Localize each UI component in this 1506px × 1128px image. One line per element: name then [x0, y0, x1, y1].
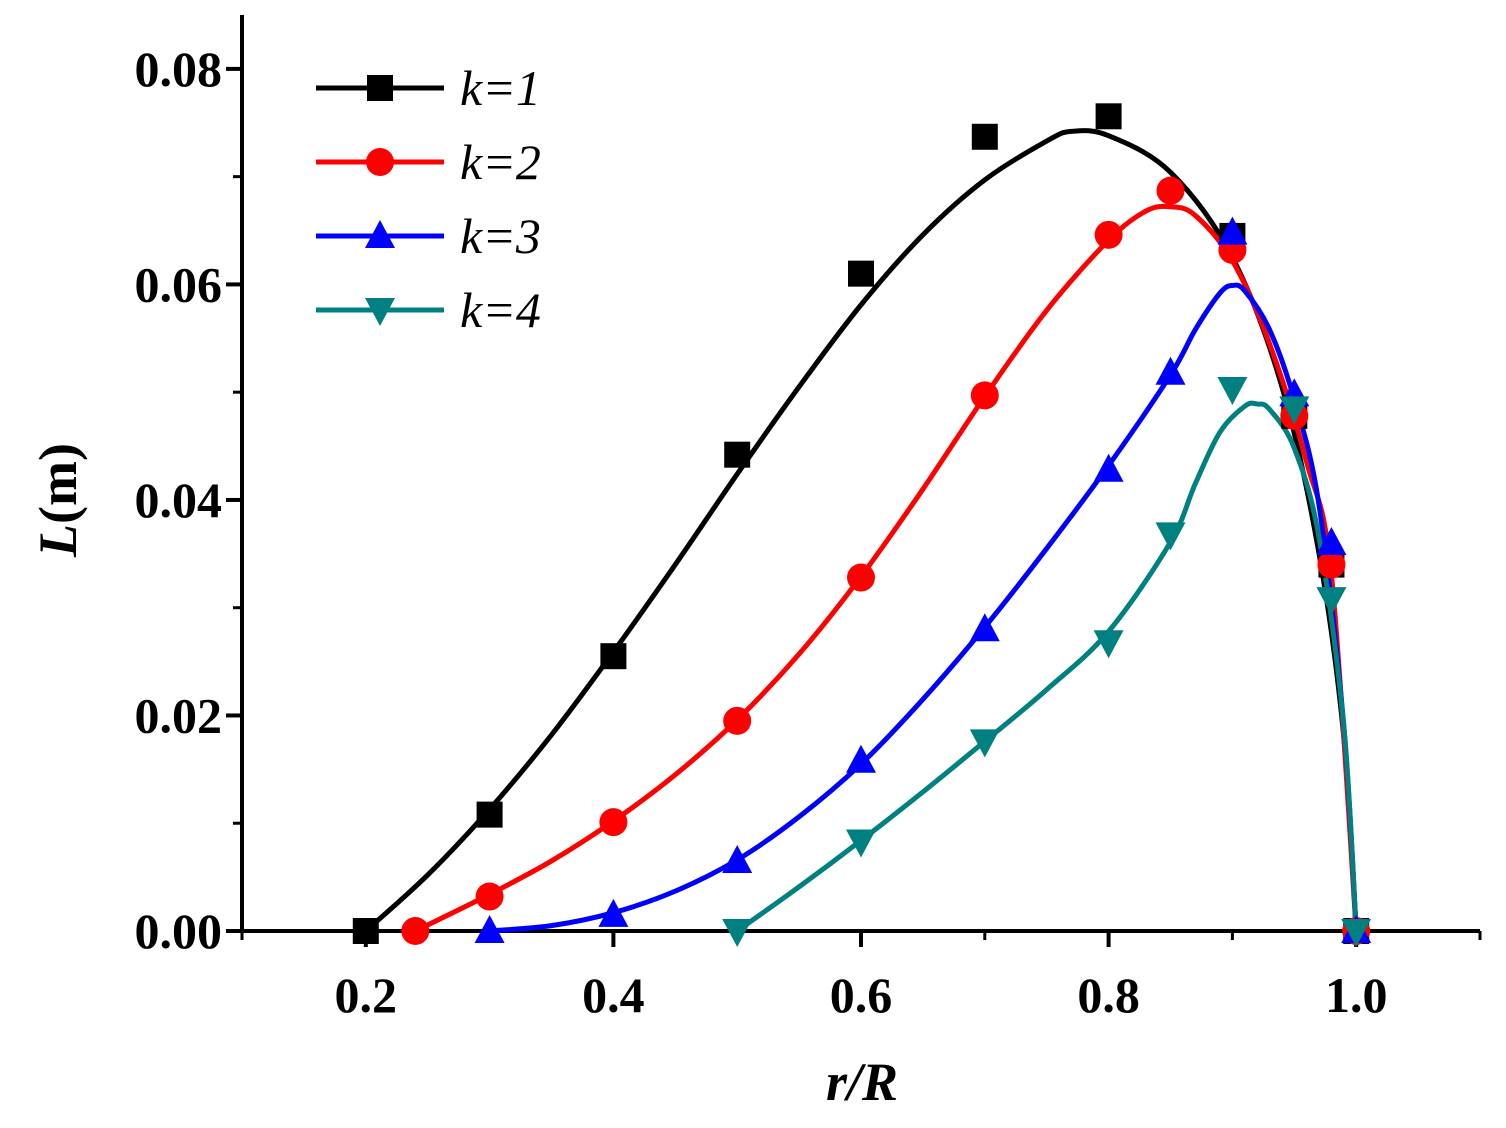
data-point	[970, 381, 999, 410]
data-point	[969, 729, 1000, 758]
series-layer	[352, 103, 1372, 947]
data-point	[848, 260, 874, 287]
data-point	[722, 919, 753, 947]
y-tick-label: 0.06	[135, 256, 223, 312]
series-markers-k4	[722, 376, 1372, 947]
legend-label: k=3	[460, 208, 541, 264]
data-point	[1317, 550, 1346, 579]
legend-label: k=2	[460, 134, 541, 190]
x-tick-label: 0.6	[830, 967, 893, 1023]
data-point	[600, 643, 627, 670]
legend-marker	[367, 75, 393, 101]
series-k2	[414, 203, 1359, 934]
data-point	[1094, 220, 1123, 249]
legend-marker	[365, 220, 395, 248]
data-point	[1217, 376, 1248, 405]
data-point	[1316, 587, 1347, 616]
data-point	[969, 613, 1000, 642]
legend-label: k=1	[460, 60, 541, 116]
axes: 0.2 0.4 0.6 0.8 1.0 0.00 0.02 0.04 0.06 0.08	[135, 15, 1482, 1023]
data-point	[401, 917, 430, 945]
x-tick-label: 0.8	[1077, 967, 1140, 1023]
legend-item: k=2	[316, 134, 541, 190]
x-tick-label: 1.0	[1325, 967, 1388, 1023]
data-point	[599, 808, 628, 837]
y-tick-label: 0.08	[135, 41, 223, 97]
data-point	[723, 706, 752, 735]
data-point	[1279, 396, 1310, 425]
data-point	[1155, 522, 1186, 551]
data-point	[1341, 919, 1372, 947]
x-tick-label: 0.2	[335, 967, 398, 1023]
data-point	[846, 829, 876, 858]
legend-item: k=1	[316, 60, 541, 116]
legend: k=1 k=2 k=3 k=4	[316, 60, 541, 338]
series-markers-k2	[401, 176, 1371, 945]
legend-label: k=4	[460, 282, 541, 338]
data-point	[847, 563, 875, 592]
data-point	[724, 441, 751, 468]
legend-marker	[366, 148, 394, 176]
data-point	[1316, 527, 1347, 556]
x-tick-label: 0.4	[582, 967, 645, 1023]
y-axis-title: L(m)	[28, 443, 88, 558]
data-point	[1156, 176, 1185, 205]
data-point	[476, 801, 503, 828]
legend-item: k=4	[316, 282, 541, 338]
legend-item: k=3	[316, 208, 541, 264]
data-point	[722, 844, 753, 873]
data-point	[1095, 103, 1122, 130]
data-point	[846, 744, 876, 773]
data-point	[1093, 630, 1124, 659]
y-axis-title-unit: (m)	[28, 443, 88, 524]
y-tick-label: 0.02	[135, 687, 223, 743]
data-point	[475, 882, 504, 911]
data-point	[971, 123, 998, 150]
series-k4	[735, 400, 1359, 934]
series-line	[735, 400, 1359, 934]
legend-marker	[365, 298, 395, 326]
data-point	[598, 898, 629, 927]
data-point	[1155, 356, 1186, 385]
y-tick-label: 0.00	[135, 903, 223, 959]
data-point	[352, 918, 379, 944]
data-point	[1093, 453, 1124, 482]
data-point	[1217, 216, 1248, 245]
y-axis-title-var: L	[28, 524, 88, 558]
data-point	[474, 915, 505, 943]
y-tick-label: 0.04	[135, 472, 223, 528]
x-axis-title: r/R	[826, 1052, 898, 1112]
series-line	[414, 203, 1359, 934]
